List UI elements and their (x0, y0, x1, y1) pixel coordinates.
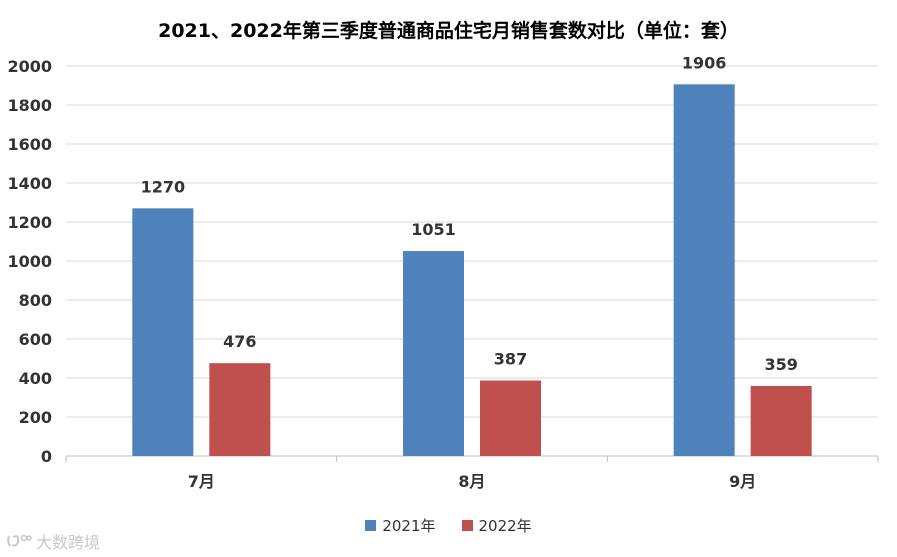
data-label: 359 (764, 355, 797, 374)
chart-legend: 2021年 2022年 (0, 515, 897, 536)
bar (673, 84, 735, 456)
bar (480, 380, 541, 456)
x-tick-label: 7月 (188, 472, 215, 491)
y-tick-label: 1800 (7, 96, 52, 115)
x-tick-label: 9月 (729, 472, 756, 491)
data-label: 1270 (141, 177, 186, 196)
data-label: 1906 (682, 53, 727, 72)
y-tick-label: 1200 (7, 213, 52, 232)
legend-swatch-2021 (365, 520, 377, 531)
y-tick-label: 0 (41, 447, 52, 466)
bar (209, 363, 271, 456)
y-tick-label: 1000 (7, 252, 52, 271)
bar (403, 251, 464, 456)
y-tick-label: 200 (19, 408, 52, 427)
legend-item-2022: 2022年 (461, 515, 532, 536)
y-tick-label: 400 (19, 369, 52, 388)
legend-swatch-2022 (461, 520, 473, 531)
y-tick-label: 1600 (7, 135, 52, 154)
watermark-logo-icon (7, 534, 32, 547)
legend-label-2022: 2022年 (478, 517, 532, 535)
bar (132, 208, 194, 456)
legend-label-2021: 2021年 (382, 517, 436, 535)
x-tick-label: 8月 (458, 472, 485, 491)
chart-title: 2021、2022年第三季度普通商品住宅月销售套数对比（单位：套） (158, 20, 739, 42)
data-label: 387 (494, 350, 527, 369)
data-label: 476 (223, 332, 256, 351)
data-label: 1051 (411, 220, 456, 239)
bar (750, 385, 812, 456)
y-tick-label: 2000 (7, 57, 52, 76)
watermark: 大数跨境 (6, 529, 100, 553)
y-tick-label: 1400 (7, 174, 52, 193)
watermark-text: 大数跨境 (36, 533, 101, 552)
y-tick-label: 600 (19, 330, 52, 349)
legend-item-2021: 2021年 (365, 515, 436, 536)
y-tick-label: 800 (19, 291, 52, 310)
